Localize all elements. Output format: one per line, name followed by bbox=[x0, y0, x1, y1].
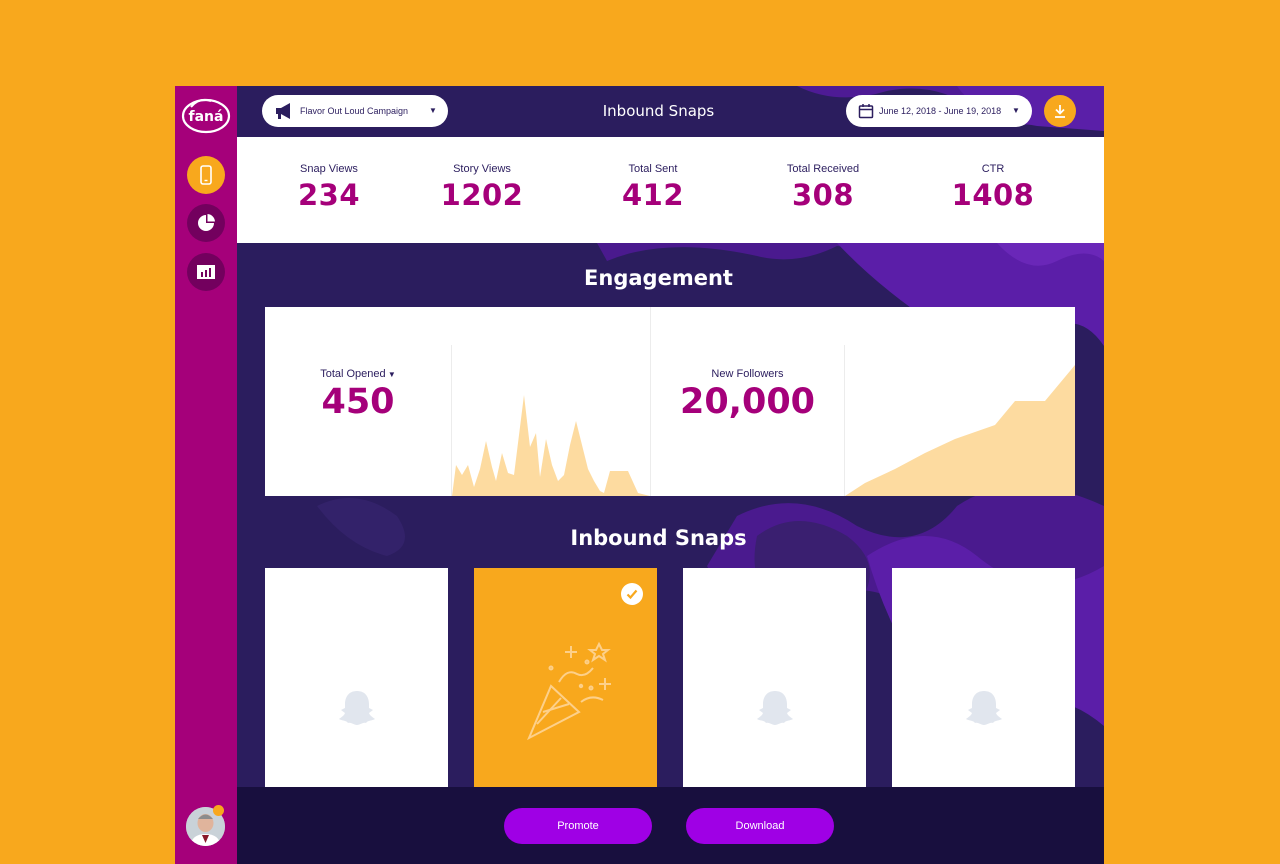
export-download-button[interactable] bbox=[1044, 95, 1076, 127]
app-window: faná bbox=[175, 86, 1104, 864]
ghost-icon bbox=[756, 691, 793, 725]
sidebar-item-snaps[interactable] bbox=[187, 156, 225, 194]
snap-card[interactable] bbox=[683, 568, 866, 788]
download-button[interactable]: Download bbox=[686, 808, 834, 844]
ghost-icon bbox=[965, 691, 1002, 725]
total-opened-value: 450 bbox=[321, 382, 395, 422]
stat-total-received: Total Received 308 bbox=[743, 163, 903, 212]
promote-button[interactable]: Promote bbox=[504, 808, 652, 844]
notification-dot bbox=[213, 805, 224, 816]
download-icon bbox=[1055, 105, 1065, 118]
check-mark-icon bbox=[626, 589, 638, 600]
megaphone-icon bbox=[276, 103, 290, 119]
stat-value: 308 bbox=[791, 178, 855, 212]
stat-total-sent: Total Sent 412 bbox=[573, 163, 733, 212]
avatar[interactable] bbox=[186, 807, 225, 846]
date-range-text: June 12, 2018 - June 19, 2018 bbox=[879, 106, 1002, 116]
divider bbox=[844, 345, 845, 496]
stat-value: 1202 bbox=[440, 178, 524, 212]
campaign-name: Flavor Out Loud Campaign bbox=[300, 106, 409, 116]
campaign-selector[interactable]: Flavor Out Loud Campaign ▼ bbox=[262, 95, 448, 127]
new-followers-sparkline bbox=[845, 365, 1075, 496]
stats-row: Snap Views 234 Story Views 1202 Total Se… bbox=[237, 137, 1104, 243]
snap-card[interactable] bbox=[265, 568, 448, 788]
sidebar: faná bbox=[175, 86, 237, 864]
new-followers-metric: New Followers 20,000 bbox=[651, 368, 844, 422]
caret-down-icon: ▼ bbox=[385, 370, 396, 379]
stat-value: 1408 bbox=[951, 178, 1035, 212]
stat-story-views: Story Views 1202 bbox=[402, 163, 562, 212]
engagement-heading: Engagement bbox=[584, 266, 733, 290]
fana-logo[interactable]: faná bbox=[181, 93, 231, 135]
pie-chart-icon bbox=[198, 214, 215, 231]
top-bar: Flavor Out Loud Campaign ▼ Inbound Snaps… bbox=[237, 86, 1104, 137]
total-opened-sparkline bbox=[452, 395, 650, 496]
party-popper-icon bbox=[526, 641, 611, 741]
divider bbox=[451, 345, 452, 496]
stat-value: 234 bbox=[297, 178, 361, 212]
sidebar-item-reports[interactable] bbox=[187, 253, 225, 291]
ghost-icon bbox=[338, 691, 375, 725]
bar-chart-icon bbox=[197, 265, 215, 279]
snap-card[interactable] bbox=[892, 568, 1075, 788]
new-followers-value: 20,000 bbox=[679, 382, 816, 422]
action-bar: Promote Download bbox=[237, 787, 1104, 864]
page-title: Inbound Snaps bbox=[602, 102, 715, 120]
stat-label: Story Views bbox=[453, 163, 511, 175]
stat-value: 412 bbox=[621, 178, 685, 212]
phone-icon bbox=[200, 165, 212, 185]
chevron-down-icon: ▼ bbox=[429, 106, 437, 115]
logo-text: faná bbox=[189, 109, 224, 125]
calendar-icon bbox=[858, 104, 874, 119]
total-opened-metric: Total Opened ▼ 450 bbox=[265, 368, 451, 422]
stat-ctr: CTR 1408 bbox=[913, 163, 1073, 212]
stat-label: Total Sent bbox=[628, 163, 678, 175]
inbound-snaps-heading: Inbound Snaps bbox=[570, 526, 747, 550]
main-content: Flavor Out Loud Campaign ▼ Inbound Snaps… bbox=[237, 86, 1104, 864]
stat-snap-views: Snap Views 234 bbox=[249, 163, 409, 212]
selected-check-icon[interactable] bbox=[621, 583, 643, 605]
divider bbox=[650, 307, 651, 496]
engagement-card: Total Opened ▼ 450 New Followers 20,000 bbox=[265, 307, 1075, 496]
stat-label: Snap Views bbox=[300, 163, 358, 175]
new-followers-label: New Followers bbox=[711, 368, 784, 380]
snap-card-selected[interactable] bbox=[474, 568, 657, 788]
stat-label: CTR bbox=[981, 163, 1005, 175]
total-opened-dropdown[interactable]: Total Opened ▼ bbox=[265, 368, 451, 380]
user-photo-icon bbox=[186, 807, 225, 846]
stat-label: Total Received bbox=[786, 163, 860, 175]
chevron-down-icon: ▼ bbox=[1012, 106, 1020, 115]
date-range-picker[interactable]: June 12, 2018 - June 19, 2018 ▼ bbox=[846, 95, 1032, 127]
total-opened-label: Total Opened bbox=[320, 368, 386, 380]
sidebar-item-overview[interactable] bbox=[187, 204, 225, 242]
